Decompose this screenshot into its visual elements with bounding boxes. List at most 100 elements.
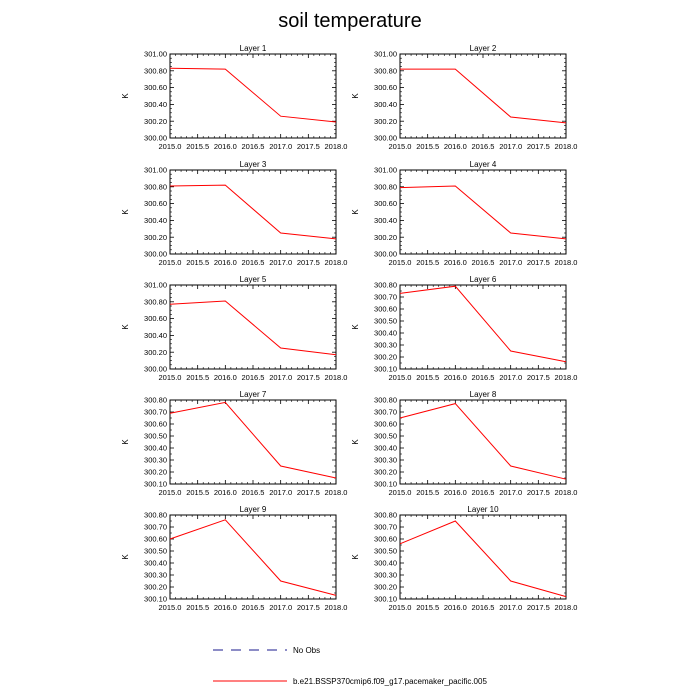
y-tick-label: 300.80 bbox=[374, 66, 397, 75]
x-tick-label: 2018.0 bbox=[325, 603, 348, 612]
plot-frame bbox=[169, 169, 337, 255]
y-tick-label: 300.20 bbox=[144, 468, 167, 477]
plot-frame bbox=[169, 53, 337, 139]
y-axis-label: K bbox=[121, 209, 130, 215]
x-tick-label: 2015.5 bbox=[186, 603, 209, 612]
y-tick-label: 300.00 bbox=[374, 134, 397, 143]
x-tick-label: 2016.5 bbox=[242, 488, 265, 497]
y-tick-label: 300.50 bbox=[144, 432, 167, 441]
y-tick-label: 300.40 bbox=[374, 100, 397, 109]
y-tick-label: 300.40 bbox=[144, 559, 167, 568]
y-tick-label: 300.60 bbox=[374, 305, 397, 314]
x-tick-label: 2018.0 bbox=[555, 603, 578, 612]
y-tick-label: 300.40 bbox=[144, 100, 167, 109]
x-tick-label: 2016.5 bbox=[472, 603, 495, 612]
panel-title: Layer 1 bbox=[240, 44, 267, 53]
x-tick-label: 2017.0 bbox=[499, 258, 522, 267]
y-tick-label: 300.70 bbox=[374, 293, 397, 302]
y-tick-label: 300.40 bbox=[144, 216, 167, 225]
y-tick-label: 300.20 bbox=[144, 233, 167, 242]
x-tick-label: 2015.0 bbox=[159, 603, 182, 612]
y-axis-label: K bbox=[121, 439, 130, 445]
x-tick-label: 2017.5 bbox=[297, 258, 320, 267]
y-tick-label: 300.70 bbox=[144, 408, 167, 417]
x-tick-label: 2017.5 bbox=[527, 258, 550, 267]
x-tick-label: 2015.0 bbox=[159, 488, 182, 497]
y-tick-label: 300.50 bbox=[144, 547, 167, 556]
y-axis-label: K bbox=[351, 554, 360, 560]
y-tick-label: 300.60 bbox=[374, 420, 397, 429]
plot-frame bbox=[169, 514, 337, 600]
panel-title: Layer 4 bbox=[470, 160, 497, 169]
y-tick-label: 300.30 bbox=[374, 456, 397, 465]
x-tick-label: 2016.5 bbox=[472, 373, 495, 382]
y-tick-label: 300.70 bbox=[374, 523, 397, 532]
x-tick-label: 2015.5 bbox=[416, 603, 439, 612]
plot-frame bbox=[399, 53, 567, 139]
panel-title: Layer 9 bbox=[240, 505, 267, 514]
y-tick-label: 300.40 bbox=[374, 444, 397, 453]
x-tick-label: 2017.0 bbox=[499, 603, 522, 612]
legend-obs-label: No Obs bbox=[293, 646, 320, 655]
y-tick-label: 300.50 bbox=[374, 547, 397, 556]
panel-10: Layer 10 K 2015.0 2015.5 2016.0 2016.5 2017.0 2… bbox=[351, 505, 577, 612]
y-tick-label: 300.00 bbox=[144, 365, 167, 374]
series-line bbox=[399, 285, 567, 363]
y-axis-label: K bbox=[121, 93, 130, 99]
plot-frame bbox=[169, 399, 337, 485]
y-tick-label: 300.10 bbox=[374, 480, 397, 489]
panel-8: Layer 8 K 2015.0 2015.5 2016.0 2016.5 2017.0 20… bbox=[351, 390, 577, 497]
panel-title: Layer 3 bbox=[240, 160, 267, 169]
y-tick-label: 300.30 bbox=[144, 571, 167, 580]
y-tick-label: 300.80 bbox=[374, 511, 397, 520]
x-tick-label: 2017.5 bbox=[297, 488, 320, 497]
x-tick-label: 2017.0 bbox=[269, 258, 292, 267]
x-tick-label: 2017.5 bbox=[527, 373, 550, 382]
x-tick-label: 2015.0 bbox=[159, 373, 182, 382]
chart-title: soil temperature bbox=[278, 10, 421, 32]
x-tick-label: 2016.0 bbox=[214, 488, 237, 497]
x-tick-label: 2016.5 bbox=[242, 258, 265, 267]
x-tick-label: 2016.5 bbox=[472, 142, 495, 151]
x-tick-label: 2018.0 bbox=[325, 488, 348, 497]
x-tick-label: 2018.0 bbox=[555, 258, 578, 267]
x-tick-label: 2015.5 bbox=[186, 258, 209, 267]
x-tick-label: 2015.0 bbox=[159, 142, 182, 151]
series-line bbox=[399, 520, 567, 598]
panel-grid: Layer 1 K 2015.0 2015.5 2016.0 2016.5 2017.0 20… bbox=[121, 44, 577, 612]
x-tick-label: 2016.5 bbox=[242, 142, 265, 151]
x-tick-label: 2017.5 bbox=[527, 142, 550, 151]
y-tick-label: 301.00 bbox=[144, 166, 167, 175]
x-tick-label: 2016.0 bbox=[444, 258, 467, 267]
x-tick-label: 2016.0 bbox=[444, 373, 467, 382]
panel-1: Layer 1 K 2015.0 2015.5 2016.0 2016.5 2017.0 20… bbox=[121, 44, 347, 151]
y-tick-label: 300.70 bbox=[144, 523, 167, 532]
legend-model-label: b.e21.BSSP370cmip6.f09_g17.pacemaker_pac… bbox=[293, 677, 487, 686]
y-tick-label: 300.40 bbox=[144, 444, 167, 453]
y-tick-label: 300.80 bbox=[374, 396, 397, 405]
y-tick-label: 300.20 bbox=[374, 583, 397, 592]
y-tick-label: 300.10 bbox=[144, 480, 167, 489]
series-line bbox=[169, 300, 337, 356]
panel-title: Layer 6 bbox=[470, 275, 497, 284]
y-tick-label: 300.80 bbox=[144, 396, 167, 405]
x-tick-label: 2015.0 bbox=[389, 258, 412, 267]
x-tick-label: 2016.0 bbox=[444, 488, 467, 497]
x-tick-label: 2018.0 bbox=[325, 373, 348, 382]
y-tick-label: 300.00 bbox=[374, 250, 397, 259]
y-tick-label: 300.20 bbox=[144, 117, 167, 126]
panel-6: Layer 6 K 2015.0 2015.5 2016.0 2016.5 2017.0 20… bbox=[351, 275, 577, 382]
y-tick-label: 300.60 bbox=[144, 420, 167, 429]
x-tick-label: 2016.0 bbox=[214, 142, 237, 151]
y-tick-label: 300.50 bbox=[374, 432, 397, 441]
y-tick-label: 300.40 bbox=[374, 216, 397, 225]
y-axis-label: K bbox=[351, 439, 360, 445]
y-tick-label: 300.80 bbox=[374, 182, 397, 191]
series-line bbox=[169, 401, 337, 479]
series-line bbox=[169, 519, 337, 596]
x-tick-label: 2015.0 bbox=[389, 603, 412, 612]
y-tick-label: 300.60 bbox=[144, 535, 167, 544]
panel-9: Layer 9 K 2015.0 2015.5 2016.0 2016.5 2017.0 20… bbox=[121, 505, 347, 612]
x-tick-label: 2015.5 bbox=[416, 142, 439, 151]
